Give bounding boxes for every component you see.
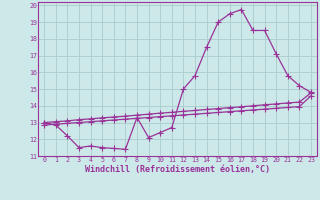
X-axis label: Windchill (Refroidissement éolien,°C): Windchill (Refroidissement éolien,°C): [85, 165, 270, 174]
